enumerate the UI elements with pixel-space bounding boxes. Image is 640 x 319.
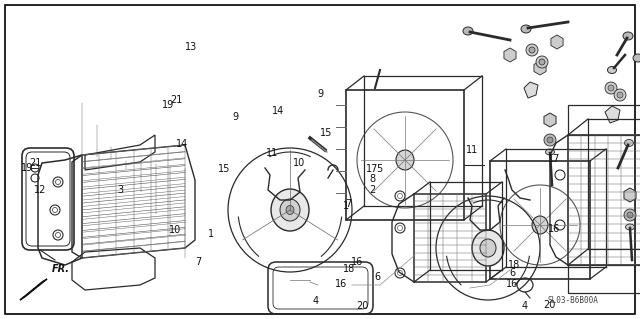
Text: 1: 1 — [208, 229, 214, 240]
Text: 7: 7 — [195, 256, 202, 267]
Ellipse shape — [271, 189, 309, 231]
Text: 10: 10 — [169, 225, 182, 235]
Circle shape — [624, 209, 636, 221]
Ellipse shape — [521, 25, 531, 33]
Ellipse shape — [532, 216, 548, 234]
Circle shape — [526, 44, 538, 56]
Text: 10: 10 — [293, 158, 306, 168]
Circle shape — [536, 56, 548, 68]
Ellipse shape — [623, 32, 633, 40]
Polygon shape — [605, 106, 620, 123]
Text: 12: 12 — [33, 185, 46, 195]
Ellipse shape — [545, 149, 554, 155]
Text: 21: 21 — [170, 94, 182, 105]
Text: 16: 16 — [351, 256, 364, 267]
Bar — [414, 194, 486, 282]
Text: 4: 4 — [522, 301, 528, 311]
Text: 16: 16 — [506, 279, 518, 289]
Text: 18: 18 — [508, 260, 520, 270]
Circle shape — [539, 59, 545, 65]
Text: 7: 7 — [346, 199, 352, 209]
Text: 2: 2 — [369, 185, 376, 195]
Ellipse shape — [472, 230, 504, 266]
Ellipse shape — [633, 54, 640, 62]
Text: 16: 16 — [548, 224, 561, 234]
Text: 13: 13 — [184, 42, 197, 52]
Polygon shape — [524, 82, 538, 98]
Text: 11: 11 — [266, 148, 278, 158]
Text: 21: 21 — [29, 158, 42, 168]
Text: 15: 15 — [218, 164, 230, 174]
Text: 6: 6 — [509, 268, 515, 278]
Text: 19: 19 — [20, 163, 33, 174]
Circle shape — [627, 212, 633, 218]
Bar — [346, 90, 464, 220]
Text: 6: 6 — [374, 272, 381, 282]
Ellipse shape — [480, 239, 496, 257]
Ellipse shape — [463, 27, 473, 35]
Ellipse shape — [286, 205, 294, 214]
Text: 17: 17 — [548, 154, 561, 165]
Text: 14: 14 — [272, 106, 285, 116]
Circle shape — [608, 85, 614, 91]
Text: 14: 14 — [176, 138, 189, 149]
Circle shape — [529, 47, 535, 53]
Text: 3: 3 — [117, 185, 124, 195]
Circle shape — [605, 82, 617, 94]
Text: 18: 18 — [343, 263, 356, 274]
Text: FR.: FR. — [52, 264, 70, 274]
Ellipse shape — [625, 224, 634, 230]
Ellipse shape — [280, 199, 300, 221]
Ellipse shape — [607, 66, 616, 73]
Text: 15: 15 — [320, 128, 333, 138]
Text: 1: 1 — [342, 201, 349, 211]
Text: 9: 9 — [317, 89, 323, 99]
Text: 16: 16 — [335, 279, 348, 289]
Circle shape — [614, 89, 626, 101]
Text: 4: 4 — [312, 296, 319, 307]
Text: 20: 20 — [356, 301, 369, 311]
Text: 9: 9 — [232, 112, 239, 122]
Polygon shape — [20, 279, 47, 300]
Bar — [568, 135, 640, 265]
Text: 20: 20 — [543, 300, 556, 310]
Bar — [490, 161, 590, 279]
Ellipse shape — [625, 139, 634, 146]
Ellipse shape — [396, 150, 414, 170]
Text: 17: 17 — [366, 164, 379, 174]
Text: 5: 5 — [376, 164, 382, 174]
Circle shape — [547, 137, 553, 143]
Text: 19: 19 — [161, 100, 174, 110]
Text: SL03-B6B00A: SL03-B6B00A — [547, 296, 598, 305]
Text: 11: 11 — [466, 145, 479, 155]
Text: 8: 8 — [369, 174, 376, 184]
Circle shape — [544, 134, 556, 146]
Circle shape — [617, 92, 623, 98]
